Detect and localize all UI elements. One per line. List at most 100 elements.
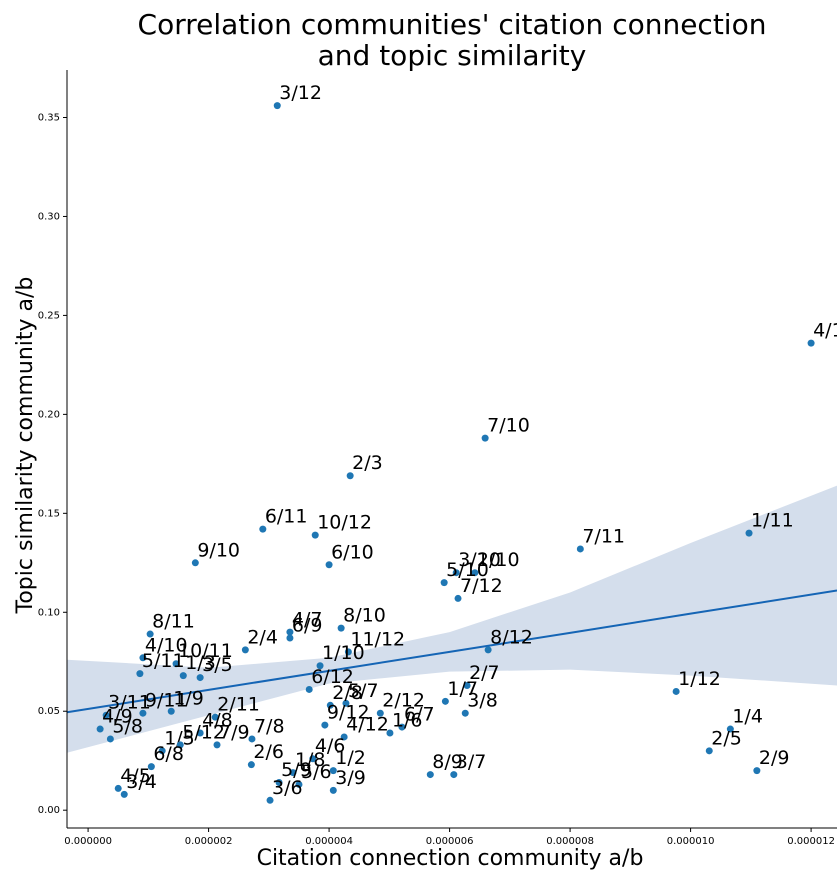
point-label: 2/3 xyxy=(352,452,383,474)
point xyxy=(454,594,462,602)
point xyxy=(441,697,449,705)
point xyxy=(461,709,469,717)
point xyxy=(471,569,479,577)
chart-title: Correlation communities' citation connec… xyxy=(138,8,767,41)
point-label: 2/10 xyxy=(477,549,520,571)
point xyxy=(325,561,333,569)
point xyxy=(576,545,584,553)
regression-line xyxy=(66,589,837,714)
point xyxy=(484,646,492,654)
point-label: 8/12 xyxy=(490,626,533,648)
point xyxy=(102,711,110,719)
point-label: 2/7 xyxy=(469,662,500,684)
point-label: 6/7 xyxy=(404,704,435,726)
point xyxy=(196,674,204,682)
point xyxy=(120,790,128,798)
point xyxy=(248,735,256,743)
point xyxy=(266,796,274,804)
point-label: 8/10 xyxy=(343,605,386,627)
point-label: 10/11 xyxy=(178,640,233,662)
point xyxy=(213,741,221,749)
point-label: 2/12 xyxy=(382,690,425,712)
point-label: 3/11 xyxy=(108,692,151,714)
point-label: 4/12 xyxy=(346,713,389,735)
point xyxy=(273,102,281,110)
point-label: 3/9 xyxy=(335,767,366,789)
point xyxy=(426,771,434,779)
point-label: 2/4 xyxy=(247,626,278,648)
point xyxy=(342,699,350,707)
point xyxy=(745,529,753,537)
point xyxy=(106,735,114,743)
point-label: 1/5 xyxy=(164,727,195,749)
point xyxy=(376,709,384,717)
point xyxy=(326,701,334,709)
point xyxy=(147,763,155,771)
point xyxy=(196,729,204,737)
point xyxy=(167,707,175,715)
point-label: 4/11 xyxy=(813,320,837,342)
point xyxy=(321,721,329,729)
point xyxy=(329,767,337,775)
point xyxy=(316,662,324,670)
x-tick-label: 0.000008 xyxy=(546,836,594,847)
point-label: 11/12 xyxy=(350,628,405,650)
point xyxy=(450,771,458,779)
point-label: 7/10 xyxy=(487,415,530,437)
x-tick-label: 0.000006 xyxy=(426,836,474,847)
point-label: 4/8 xyxy=(202,710,233,732)
point-label: 1/11 xyxy=(751,510,794,532)
point-label: 4/5 xyxy=(120,765,151,787)
x-tick-label: 0.000002 xyxy=(185,836,233,847)
point xyxy=(305,685,313,693)
point xyxy=(176,741,184,749)
point xyxy=(136,670,144,678)
point xyxy=(463,682,471,690)
point xyxy=(158,747,166,755)
point xyxy=(398,723,406,731)
point-label: 3/4 xyxy=(126,771,157,793)
y-tick-label: 0.35 xyxy=(38,112,60,123)
point xyxy=(96,725,104,733)
point xyxy=(191,559,199,567)
point-label: 4/7 xyxy=(292,609,323,631)
point-label: 8/11 xyxy=(152,611,195,633)
point xyxy=(726,725,734,733)
x-tick-label: 0.000004 xyxy=(305,836,353,847)
point-label: 1/6 xyxy=(392,710,423,732)
point xyxy=(241,646,249,654)
point xyxy=(311,531,319,539)
point xyxy=(179,672,187,680)
point xyxy=(211,713,219,721)
point xyxy=(440,579,448,587)
point-label: 5/6 xyxy=(301,761,332,783)
point xyxy=(452,569,460,577)
point-label: 2/11 xyxy=(217,694,260,716)
point-label: 7/9 xyxy=(219,721,250,743)
point-label: 2/8 xyxy=(332,682,363,704)
y-tick-label: 0.00 xyxy=(38,805,60,816)
point-label: 7/11 xyxy=(582,525,625,547)
point xyxy=(275,778,283,786)
point-label: 9/10 xyxy=(197,539,240,561)
point-label: 1/4 xyxy=(732,706,763,728)
point xyxy=(295,780,303,788)
point-label: 5/11 xyxy=(142,650,185,672)
point-label: 1/9 xyxy=(173,688,204,710)
y-tick-label: 0.20 xyxy=(38,409,60,420)
point xyxy=(259,525,267,533)
point-label: 6/11 xyxy=(265,506,308,528)
point xyxy=(337,624,345,632)
point xyxy=(705,747,713,755)
point xyxy=(286,628,294,636)
point-label: 7/8 xyxy=(254,715,285,737)
y-tick-label: 0.10 xyxy=(38,607,60,618)
point xyxy=(172,660,180,668)
point-label: 6/8 xyxy=(153,743,184,765)
point-label: 3/6 xyxy=(272,777,303,799)
point xyxy=(807,339,815,347)
point xyxy=(139,709,147,717)
point-label: 3/7 xyxy=(456,751,487,773)
point xyxy=(753,767,761,775)
